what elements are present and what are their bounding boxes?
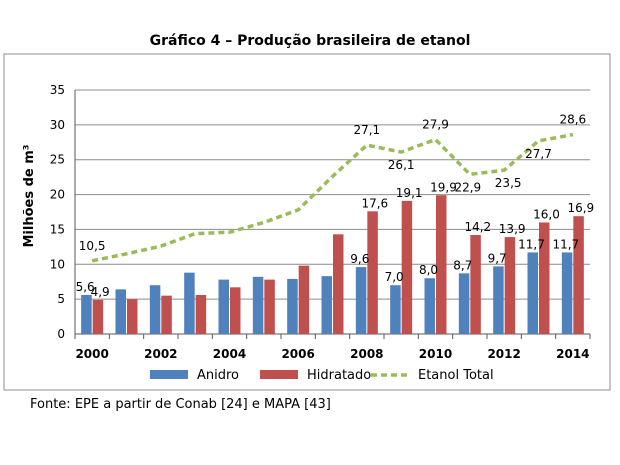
data-label-hidratado: 16,0: [533, 207, 560, 221]
bar-hidratado: [127, 299, 138, 334]
bar-hidratado: [504, 237, 516, 334]
y-tick-label: 10: [50, 257, 65, 271]
y-tick-label: 20: [50, 188, 65, 202]
data-label-anidro: 7,0: [385, 270, 404, 284]
data-label-hidratado: 19,9: [430, 180, 457, 194]
y-tick-label: 0: [57, 327, 65, 341]
data-label-hidratado: 13,9: [499, 222, 526, 236]
x-tick-label: 2012: [487, 347, 520, 361]
bar-hidratado: [436, 195, 447, 334]
data-label-anidro: 11,7: [518, 237, 545, 251]
data-label-anidro: 9,6: [350, 252, 369, 266]
data-label-total: 28,6: [559, 113, 586, 127]
bar-anidro: [458, 273, 470, 334]
bar-hidratado: [367, 211, 378, 334]
bar-hidratado: [333, 234, 344, 334]
bar-hidratado: [161, 295, 172, 334]
bar-anidro: [252, 276, 264, 334]
x-tick-label: 2004: [213, 347, 246, 361]
data-label-hidratado: 17,6: [361, 196, 388, 210]
bar-anidro: [218, 279, 229, 334]
legend: Anidro Hidratado Etanol Total: [150, 368, 494, 383]
data-label-anidro: 8,0: [419, 263, 438, 277]
data-label-hidratado: 4,9: [91, 285, 110, 299]
data-label-total: 27,1: [353, 123, 380, 137]
bar-hidratado: [92, 299, 104, 334]
bar-anidro: [527, 252, 538, 334]
source-note: Fonte: EPE a partir de Conab [24] e MAPA…: [30, 397, 331, 412]
data-label-anidro: 5,6: [76, 280, 95, 294]
legend-label-anidro: Anidro: [197, 368, 239, 383]
data-labels: 5,64,910,59,617,627,17,019,126,18,019,92…: [76, 113, 595, 299]
bar-anidro: [115, 289, 126, 334]
data-label-hidratado: 16,9: [567, 201, 594, 215]
bar-anidro: [184, 272, 195, 334]
bar-hidratado: [573, 216, 584, 334]
bar-hidratado: [230, 287, 241, 334]
bar-hidratado: [401, 200, 413, 334]
bar-anidro: [355, 267, 367, 334]
bar-anidro: [561, 252, 573, 334]
bar-anidro: [149, 285, 161, 334]
data-label-anidro: 8,7: [453, 258, 472, 272]
bar-anidro: [81, 294, 92, 334]
bar-hidratado: [470, 235, 481, 334]
bars: [81, 195, 584, 334]
chart-title: Gráfico 4 – Produção brasileira de etano…: [149, 33, 471, 49]
legend-swatch-hidratado: [260, 370, 298, 379]
legend-label-etanol-total: Etanol Total: [418, 368, 494, 383]
y-tick-label: 25: [50, 153, 65, 167]
data-label-anidro: 11,7: [552, 237, 579, 251]
y-axis-label: Milhões de m³: [22, 144, 37, 247]
x-tick-label: 2002: [144, 347, 177, 361]
data-label-hidratado: 19,1: [396, 186, 423, 200]
gridlines: [74, 89, 591, 339]
legend-label-hidratado: Hidratado: [307, 368, 371, 383]
x-axis-ticks: 2000 2002 2004 2006 2008 2010 2012 2014: [75, 347, 589, 361]
x-tick-label: 2014: [556, 347, 589, 361]
x-tick-label: 2008: [350, 347, 383, 361]
data-label-total: 27,9: [422, 117, 449, 131]
chart-border: [3, 53, 611, 391]
bar-hidratado: [195, 294, 207, 334]
bar-hidratado: [539, 222, 550, 334]
total-line: [91, 132, 574, 263]
data-label-hidratado: 14,2: [464, 220, 491, 234]
y-tick-label: 5: [57, 292, 65, 306]
data-label-total: 26,1: [388, 158, 415, 172]
bar-anidro: [493, 266, 504, 334]
data-label-total: 27,7: [525, 147, 552, 161]
x-tick-label: 2000: [75, 347, 108, 361]
x-tick-label: 2010: [419, 347, 452, 361]
bar-hidratado: [264, 279, 275, 334]
bar-anidro: [424, 278, 435, 334]
bar-hidratado: [298, 265, 310, 334]
data-label-anidro: 9,7: [488, 251, 507, 265]
data-label-total: 23,5: [495, 176, 522, 190]
legend-swatch-anidro: [150, 370, 188, 379]
series-line-etanol-total: [91, 132, 574, 263]
x-tick-label: 2006: [281, 347, 314, 361]
y-tick-label: 35: [50, 83, 65, 97]
y-axis-ticks: 0 5 10 15 20 25 30 35: [50, 83, 65, 341]
data-label-total: 10,5: [79, 239, 106, 253]
bar-anidro: [390, 285, 401, 334]
bar-anidro: [321, 276, 332, 334]
y-tick-label: 15: [50, 222, 65, 236]
bar-anidro: [287, 278, 298, 334]
y-tick-label: 30: [50, 118, 65, 132]
data-label-total: 22,9: [454, 180, 481, 194]
